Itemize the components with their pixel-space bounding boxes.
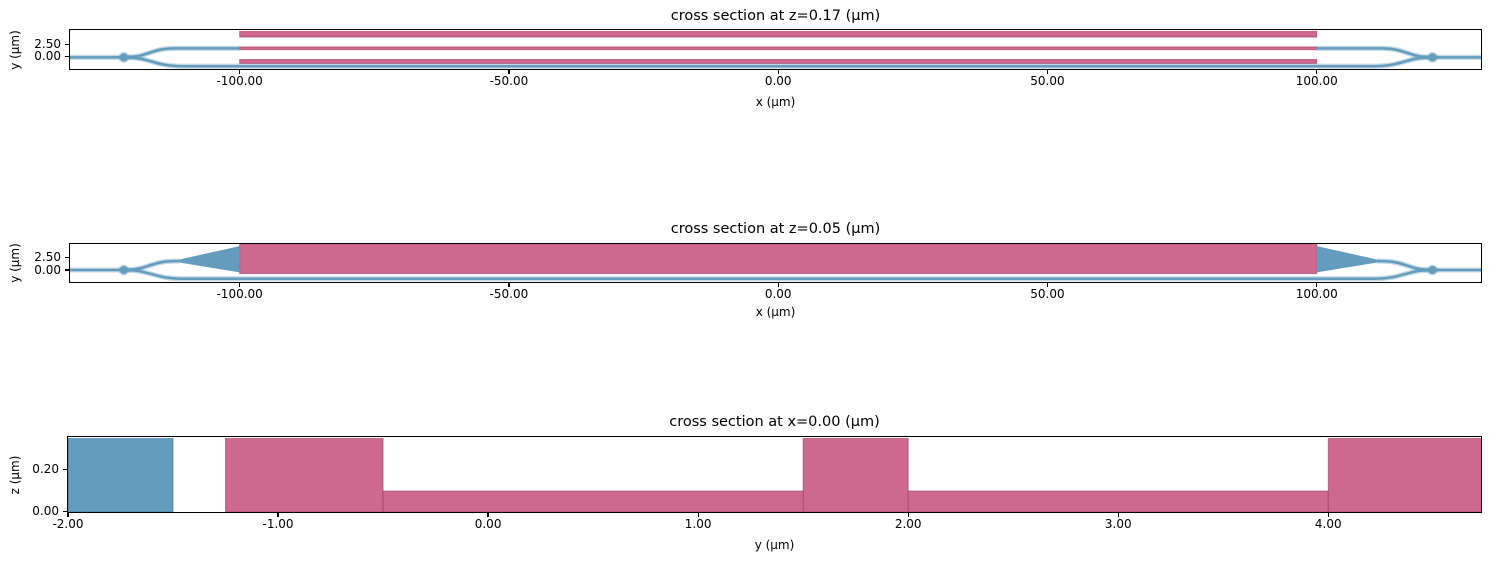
lower-arm-waveguide-halo — [123, 267, 1433, 282]
y-tick-mark — [64, 43, 69, 45]
x-tick-label: -100.00 — [216, 287, 263, 301]
slab-thin-layer — [382, 490, 1329, 512]
upper-arm-left — [123, 46, 240, 59]
x-tick-label: -50.00 — [489, 287, 529, 301]
combiner-port-dot — [1428, 266, 1437, 274]
y-tick-mark — [64, 256, 69, 259]
y-axis-label: y (μm) — [8, 29, 22, 70]
axes-spines — [68, 242, 1483, 283]
x-tick-mark — [1117, 512, 1119, 517]
x-tick-mark — [697, 512, 699, 517]
y-tick-mark — [62, 510, 67, 513]
plot-title: cross section at z=0.05 (μm) — [670, 221, 881, 237]
y-tick-label: 0.00 — [34, 262, 61, 277]
x-tick-mark — [1327, 512, 1329, 517]
slab-mid-bar — [239, 58, 1318, 64]
x-tick-label: 50.00 — [1030, 74, 1065, 88]
combiner-port-dot-halo — [1427, 51, 1438, 63]
taper-right — [1316, 246, 1379, 273]
y-tick-label: 0.00 — [32, 504, 59, 518]
x-tick-mark — [1316, 282, 1318, 287]
slab-full-left — [225, 437, 384, 512]
x-tick-label: 100.00 — [1295, 74, 1338, 88]
y-axis-label: z (μm) — [8, 455, 22, 494]
upper-arm-left — [123, 259, 180, 272]
combiner-port-dot — [1428, 52, 1437, 61]
plot-area — [70, 244, 1481, 282]
upper-arm-right — [1316, 46, 1433, 59]
plot-area — [68, 437, 1481, 512]
x-tick-label: 1.00 — [684, 517, 712, 531]
lower-arm-waveguide-halo — [123, 54, 1433, 69]
lower-arm-waveguide — [123, 268, 1433, 280]
x-tick-mark — [239, 69, 241, 74]
plot-area — [70, 30, 1481, 69]
x-tick-label: 50.00 — [1030, 287, 1065, 301]
x-tick-mark — [907, 512, 909, 517]
x-tick-mark — [1046, 282, 1049, 287]
y-axis-label: y (μm) — [8, 242, 22, 283]
x-tick-mark — [508, 69, 510, 74]
taper-left — [177, 246, 240, 273]
axes-spines — [68, 29, 1483, 70]
splitter-port-dot — [119, 266, 128, 274]
slab-top-bar — [239, 30, 1318, 38]
x-axis-label: x (μm) — [755, 95, 796, 109]
slab-full-right — [1327, 437, 1481, 512]
y-tick-label: 2.50 — [34, 36, 61, 51]
x-tick-mark — [777, 282, 779, 287]
ridge-block — [802, 437, 909, 512]
x-tick-label: 0.00 — [764, 74, 792, 88]
upper-arm-right-halo — [1316, 45, 1433, 60]
x-tick-label: 100.00 — [1295, 287, 1338, 301]
x-tick-label: -50.00 — [489, 74, 529, 88]
upper-arm-left-halo — [123, 45, 240, 60]
x-tick-label: -100.00 — [216, 74, 263, 88]
plot-title: cross section at z=0.17 (μm) — [670, 8, 881, 24]
x-tick-label: 0.00 — [764, 287, 792, 301]
x-tick-label: -1.00 — [262, 517, 294, 531]
splitter-port-dot-halo — [118, 264, 130, 276]
upper-arm-right-halo — [1377, 258, 1433, 273]
y-tick-mark — [64, 269, 69, 271]
x-tick-mark — [277, 512, 279, 517]
x-tick-label: 0.00 — [474, 517, 502, 531]
x-tick-label: 4.00 — [1314, 517, 1342, 531]
upper-arm-left-halo — [123, 258, 180, 273]
x-tick-mark — [1316, 69, 1318, 74]
plot-title: cross section at x=0.00 (μm) — [669, 414, 880, 430]
axes-spines — [66, 436, 1483, 513]
waveguide-core-block — [68, 437, 174, 512]
ridge-bar — [239, 45, 1318, 50]
y-tick-mark — [64, 56, 69, 58]
splitter-port-dot-halo — [118, 51, 130, 63]
lower-arm-waveguide — [123, 55, 1433, 67]
x-tick-mark — [487, 512, 489, 517]
y-tick-label: 0.20 — [32, 462, 59, 476]
combiner-port-dot-halo — [1427, 264, 1438, 276]
splitter-port-dot — [119, 52, 128, 61]
upper-arm-right — [1377, 259, 1433, 272]
y-tick-label: 0.00 — [34, 49, 61, 64]
y-tick-mark — [62, 468, 67, 471]
x-tick-label: -2.00 — [52, 517, 84, 531]
x-tick-label: 2.00 — [894, 517, 922, 531]
x-tick-mark — [508, 282, 510, 287]
x-axis-label: y (μm) — [754, 538, 795, 552]
x-tick-mark — [777, 69, 779, 74]
x-tick-mark — [239, 282, 241, 287]
x-tick-mark — [67, 512, 69, 517]
y-tick-label: 2.50 — [34, 250, 61, 264]
x-axis-label: x (μm) — [755, 305, 796, 319]
x-tick-label: 3.00 — [1104, 517, 1132, 531]
slab-block — [239, 244, 1318, 275]
x-tick-mark — [1046, 69, 1049, 74]
